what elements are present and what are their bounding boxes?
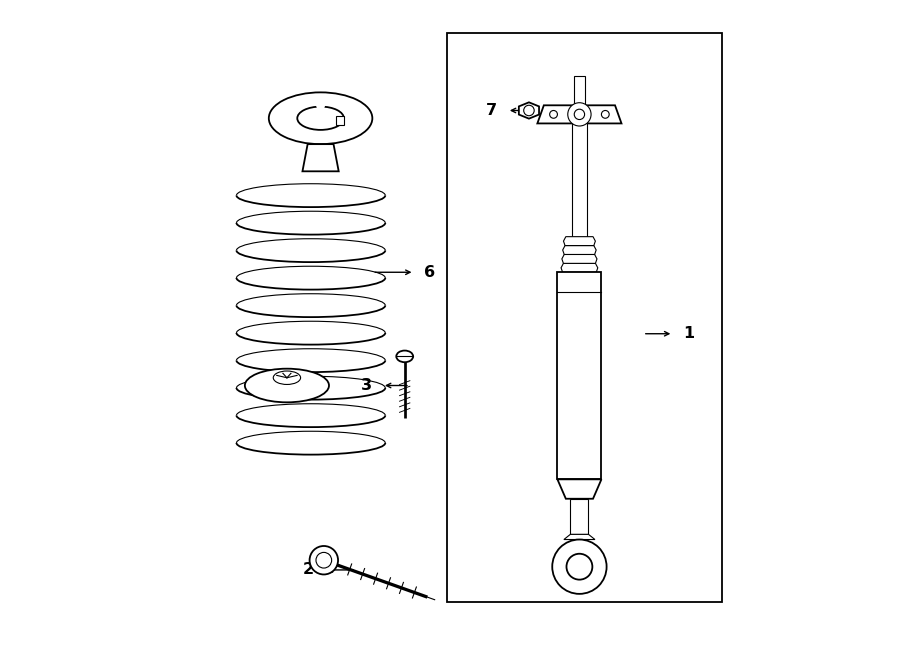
Circle shape (310, 546, 338, 574)
Ellipse shape (274, 371, 301, 385)
Text: 2: 2 (303, 563, 314, 578)
Text: 7: 7 (485, 103, 497, 118)
Polygon shape (561, 263, 598, 272)
Polygon shape (574, 76, 585, 105)
Polygon shape (571, 499, 589, 534)
Polygon shape (302, 144, 338, 171)
Ellipse shape (245, 369, 329, 403)
Text: 1: 1 (683, 327, 694, 341)
Text: 4: 4 (277, 111, 288, 126)
Polygon shape (563, 237, 596, 246)
Wedge shape (312, 95, 328, 118)
Polygon shape (557, 479, 601, 499)
Ellipse shape (269, 93, 373, 144)
Polygon shape (336, 116, 344, 125)
Circle shape (316, 553, 331, 568)
Circle shape (601, 110, 609, 118)
Circle shape (550, 110, 557, 118)
Polygon shape (557, 272, 601, 479)
Polygon shape (519, 102, 539, 118)
Circle shape (553, 539, 607, 594)
Ellipse shape (297, 106, 344, 130)
Polygon shape (537, 105, 622, 124)
Circle shape (566, 554, 592, 580)
Polygon shape (564, 534, 595, 539)
Polygon shape (572, 124, 587, 237)
Circle shape (568, 102, 591, 126)
Text: 3: 3 (361, 378, 373, 393)
Text: 5: 5 (248, 378, 259, 393)
Circle shape (524, 105, 535, 116)
Polygon shape (562, 254, 597, 263)
Polygon shape (562, 246, 596, 254)
Ellipse shape (396, 350, 413, 362)
Text: 6: 6 (424, 265, 436, 280)
Circle shape (574, 109, 585, 120)
